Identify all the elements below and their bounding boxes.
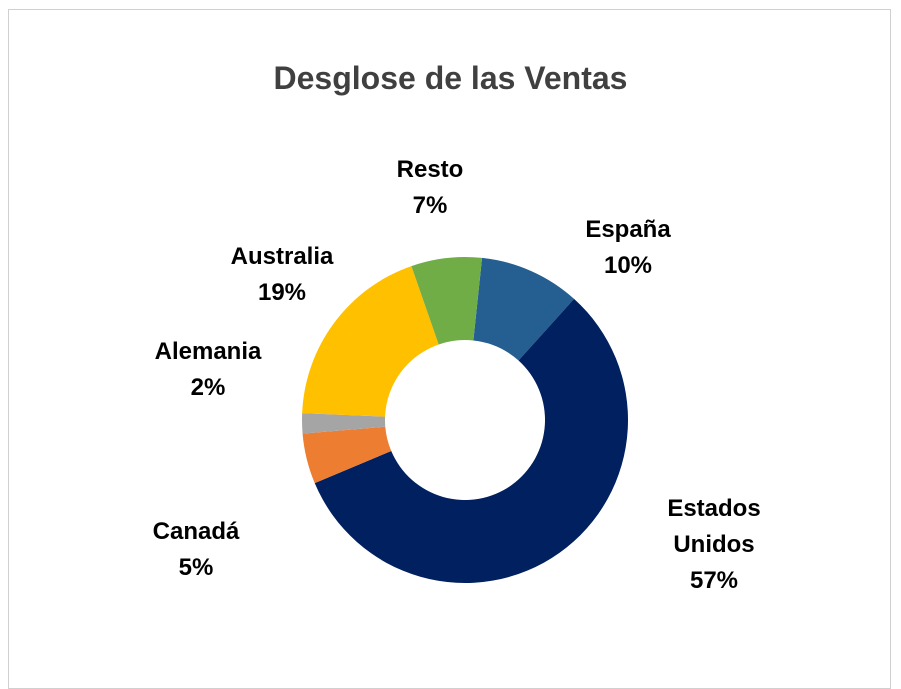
- label-value: 57%: [689, 567, 739, 594]
- data-label: Estados Unidos 57%: [654, 491, 774, 599]
- data-label: Canadá 5%: [126, 514, 266, 586]
- label-name: Australia: [230, 243, 334, 270]
- donut-slice: [302, 266, 439, 417]
- donut-slice: [411, 257, 483, 345]
- donut-slice: [302, 426, 392, 484]
- label-value: 19%: [257, 279, 307, 306]
- label-name: Alemania: [154, 338, 262, 365]
- data-label: Australia 19%: [202, 239, 362, 311]
- chart-title: Desglose de las Ventas: [273, 60, 628, 96]
- label-name: España: [585, 216, 671, 243]
- label-name: Estados Unidos: [667, 495, 761, 558]
- donut-slice: [473, 257, 575, 361]
- data-label: España 10%: [558, 212, 698, 284]
- label-value: 7%: [412, 192, 448, 219]
- label-name: Canadá: [152, 518, 240, 545]
- label-value: 5%: [178, 554, 214, 581]
- donut-slice: [302, 413, 386, 434]
- data-label: Resto 7%: [360, 152, 500, 224]
- donut-slice: [314, 298, 628, 583]
- label-name: Resto: [396, 156, 464, 183]
- data-label: Alemania 2%: [128, 334, 288, 406]
- label-value: 2%: [190, 374, 226, 401]
- label-value: 10%: [603, 252, 653, 279]
